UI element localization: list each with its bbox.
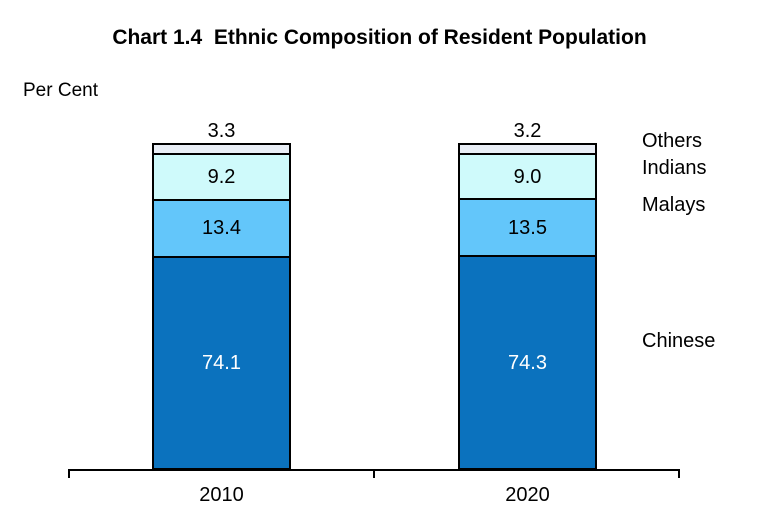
value-label-indians-2010: 9.2 xyxy=(207,166,236,189)
series-label-chinese: Chinese xyxy=(642,330,716,352)
x-axis-label-2020: 2020 xyxy=(505,484,550,506)
value-label-others-2020: 3.2 xyxy=(513,120,542,142)
segment-others-2020 xyxy=(460,145,595,156)
value-label-malays-2020: 13.5 xyxy=(508,216,547,239)
value-label-malays-2010: 13.4 xyxy=(202,217,241,240)
value-label-indians-2020: 9.0 xyxy=(513,165,542,188)
x-axis-tick-middle xyxy=(373,471,375,478)
segment-malays-2010: 13.4 xyxy=(154,201,289,258)
x-axis-label-2010: 2010 xyxy=(199,484,244,506)
y-axis-unit-label: Per Cent xyxy=(23,80,98,101)
segment-others-2010 xyxy=(154,145,289,156)
x-axis-line xyxy=(68,469,680,478)
bar-2010: 3.3 9.2 13.4 74.1 xyxy=(152,121,291,470)
series-label-malays: Malays xyxy=(642,194,706,216)
segment-malays-2020: 13.5 xyxy=(460,200,595,258)
segment-chinese-2010: 74.1 xyxy=(154,257,289,468)
segment-chinese-2020: 74.3 xyxy=(460,257,595,468)
segment-indians-2010: 9.2 xyxy=(154,155,289,202)
chart-title: Chart 1.4 Ethnic Composition of Resident… xyxy=(112,26,647,49)
series-label-others: Others xyxy=(642,130,703,152)
x-axis-tick-left xyxy=(68,471,70,478)
segment-indians-2020: 9.0 xyxy=(460,155,595,201)
value-label-chinese-2010: 74.1 xyxy=(202,351,241,374)
x-axis-tick-right xyxy=(678,471,680,478)
bar-2020: 3.2 9.0 13.5 74.3 xyxy=(458,121,597,470)
series-label-indians: Indians xyxy=(642,157,707,179)
value-label-others-2010: 3.3 xyxy=(207,120,236,142)
value-label-chinese-2020: 74.3 xyxy=(508,351,547,374)
